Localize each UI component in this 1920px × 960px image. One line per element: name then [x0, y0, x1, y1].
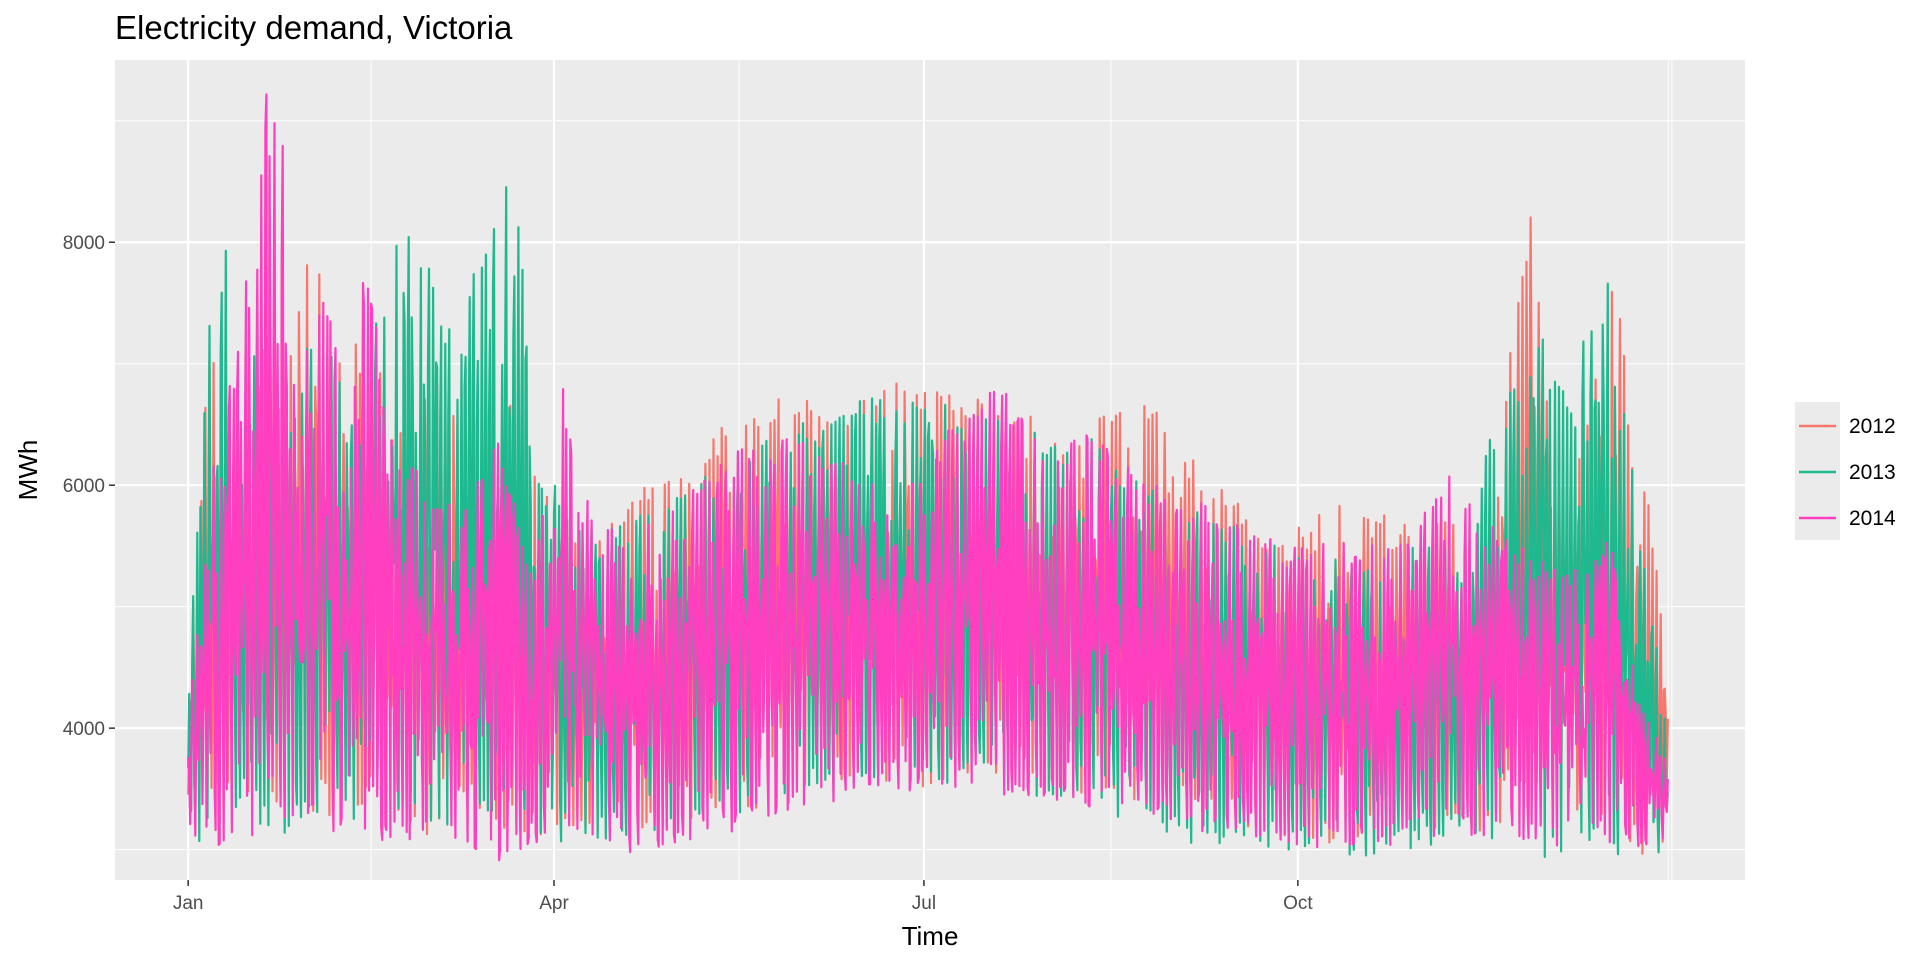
series-layer — [187, 93, 1669, 862]
y-axis-title: MWh — [13, 440, 43, 501]
x-tick-label: Jan — [173, 893, 204, 914]
legend-label-2012: 2012 — [1849, 415, 1896, 438]
x-tick-label: Jul — [912, 893, 936, 914]
x-tick-label: Oct — [1283, 893, 1313, 914]
x-tick-label: Apr — [539, 893, 569, 914]
y-tick-label: 8000 — [63, 233, 105, 254]
axis-ticks: Jan Apr Jul Oct 4000 6000 8000 — [63, 233, 1314, 914]
series-line-2014 — [187, 93, 1669, 862]
legend-label-2013: 2013 — [1849, 461, 1896, 484]
y-tick-label: 6000 — [63, 476, 105, 497]
x-axis-title: Time — [902, 921, 959, 951]
y-tick-label: 4000 — [63, 719, 105, 740]
chart-title: Electricity demand, Victoria — [115, 9, 513, 46]
legend: 2012 2013 2014 — [1795, 402, 1896, 540]
legend-label-2014: 2014 — [1849, 507, 1896, 530]
